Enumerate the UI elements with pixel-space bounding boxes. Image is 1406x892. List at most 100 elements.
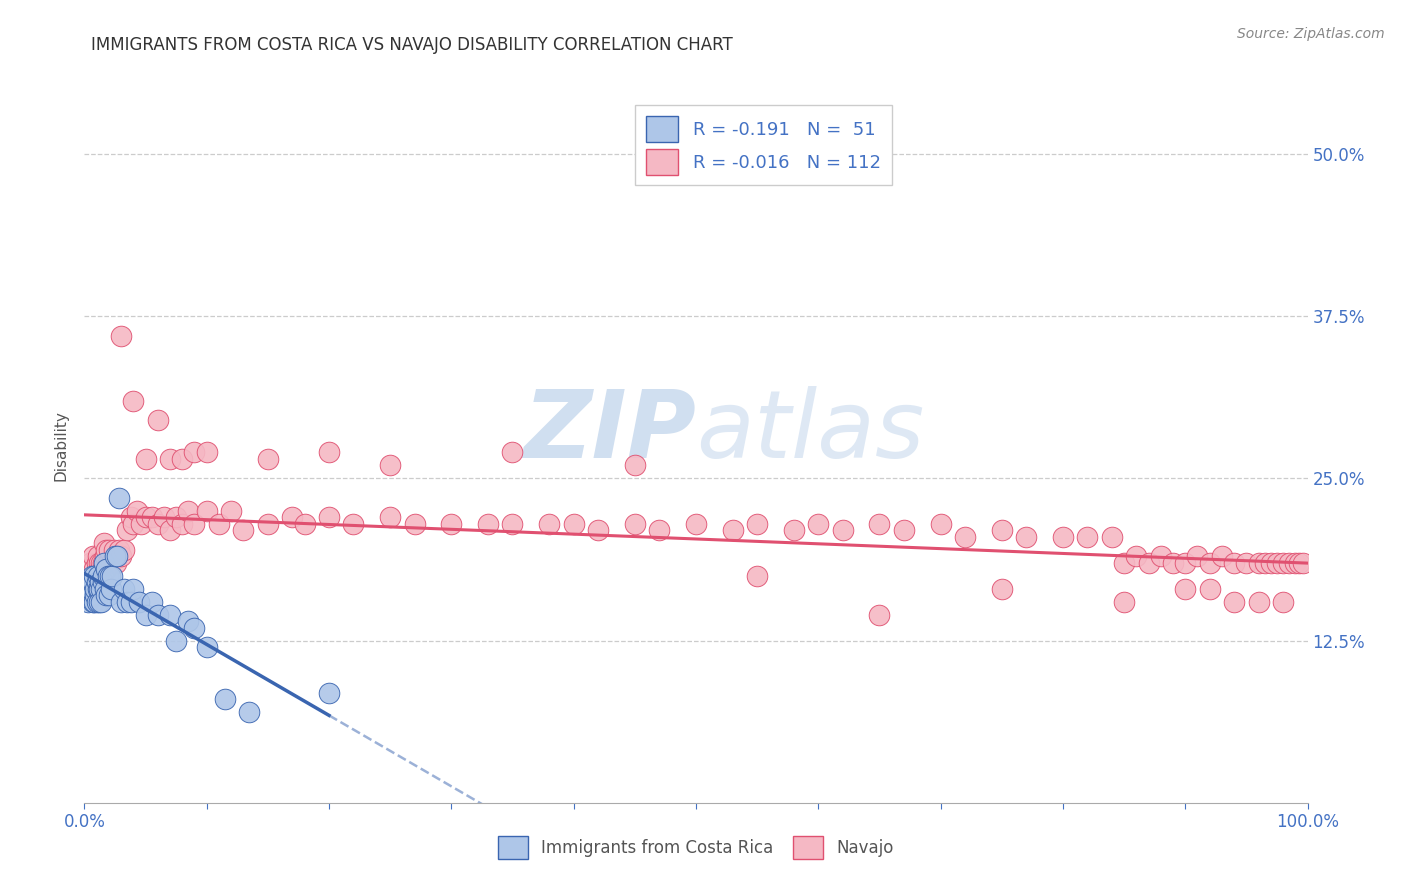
Point: [90, 556, 112, 570]
Point: [159, 524, 181, 538]
Point: [1254, 556, 1277, 570]
Legend: Immigrants from Costa Rica, Navajo: Immigrants from Costa Rica, Navajo: [491, 829, 901, 866]
Point: [86, 595, 108, 609]
Point: [107, 491, 129, 505]
Point: [79, 575, 101, 590]
Point: [96, 588, 118, 602]
Point: [1272, 595, 1295, 609]
Point: [96, 542, 118, 557]
Point: [80, 568, 103, 582]
Point: [1174, 582, 1197, 596]
Point: [115, 595, 138, 609]
Point: [1247, 595, 1270, 609]
Point: [1284, 556, 1306, 570]
Point: [82, 595, 104, 609]
Point: [195, 640, 218, 654]
Point: [294, 516, 316, 531]
Point: [87, 549, 110, 564]
Point: [440, 516, 463, 531]
Point: [141, 510, 163, 524]
Point: [89, 562, 111, 576]
Point: [98, 568, 121, 582]
Point: [87, 582, 110, 596]
Point: [238, 705, 260, 719]
Point: [893, 524, 915, 538]
Point: [208, 516, 231, 531]
Point: [380, 458, 402, 473]
Text: ZIP: ZIP: [523, 385, 696, 478]
Point: [1174, 556, 1197, 570]
Point: [165, 633, 187, 648]
Point: [129, 516, 152, 531]
Point: [128, 595, 150, 609]
Point: [104, 549, 127, 564]
Point: [380, 510, 402, 524]
Point: [1223, 595, 1246, 609]
Point: [122, 393, 145, 408]
Point: [97, 568, 120, 582]
Point: [1076, 530, 1098, 544]
Point: [110, 595, 132, 609]
Point: [135, 510, 157, 524]
Point: [110, 549, 132, 564]
Point: [87, 582, 110, 596]
Point: [807, 516, 830, 531]
Point: [125, 504, 148, 518]
Point: [146, 413, 169, 427]
Point: [586, 524, 609, 538]
Point: [84, 582, 107, 596]
Point: [538, 516, 561, 531]
Point: [120, 510, 142, 524]
Point: [100, 582, 122, 596]
Point: [257, 516, 280, 531]
Point: [1198, 582, 1220, 596]
Point: [93, 536, 115, 550]
Point: [1150, 549, 1173, 564]
Point: [97, 542, 120, 557]
Point: [159, 607, 181, 622]
Point: [1161, 556, 1184, 570]
Point: [1125, 549, 1147, 564]
Y-axis label: Disability: Disability: [53, 410, 69, 482]
Point: [91, 575, 114, 590]
Point: [79, 556, 101, 570]
Point: [146, 607, 169, 622]
Point: [1292, 556, 1315, 570]
Point: [721, 524, 744, 538]
Point: [89, 575, 111, 590]
Point: [1211, 549, 1233, 564]
Point: [1278, 556, 1301, 570]
Point: [318, 510, 340, 524]
Point: [991, 582, 1014, 596]
Point: [105, 556, 128, 570]
Point: [869, 516, 891, 531]
Point: [1260, 556, 1282, 570]
Point: [172, 452, 194, 467]
Point: [318, 445, 340, 459]
Point: [257, 452, 280, 467]
Point: [87, 595, 110, 609]
Point: [648, 524, 671, 538]
Point: [84, 568, 107, 582]
Text: atlas: atlas: [696, 386, 924, 477]
Point: [685, 516, 707, 531]
Point: [77, 595, 100, 609]
Point: [165, 510, 187, 524]
Point: [502, 445, 524, 459]
Point: [1187, 549, 1209, 564]
Point: [1114, 556, 1136, 570]
Point: [404, 516, 426, 531]
Point: [624, 458, 647, 473]
Point: [112, 542, 135, 557]
Point: [135, 607, 157, 622]
Text: Source: ZipAtlas.com: Source: ZipAtlas.com: [1237, 27, 1385, 41]
Point: [94, 582, 117, 596]
Point: [1101, 530, 1123, 544]
Point: [153, 510, 176, 524]
Point: [831, 524, 853, 538]
Point: [94, 549, 117, 564]
Point: [1223, 556, 1246, 570]
Point: [97, 556, 120, 570]
Point: [122, 516, 145, 531]
Point: [219, 504, 242, 518]
